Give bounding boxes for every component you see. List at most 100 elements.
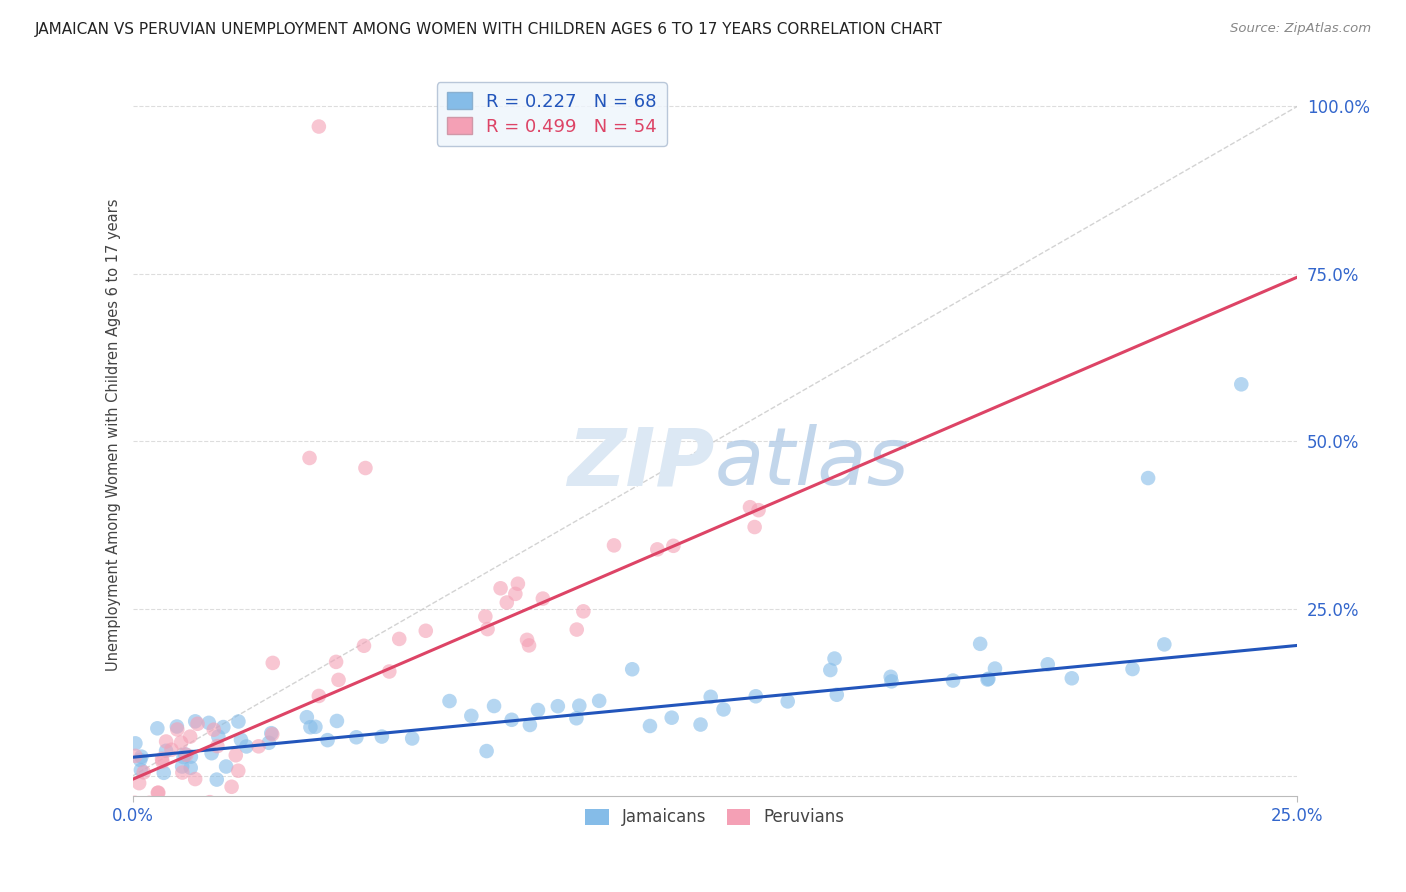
Point xyxy=(401,731,423,746)
Point xyxy=(180,749,202,764)
Point xyxy=(621,662,644,676)
Point xyxy=(572,604,595,618)
Point xyxy=(172,759,194,773)
Point xyxy=(1036,657,1059,672)
Point xyxy=(155,734,177,748)
Point xyxy=(150,752,173,766)
Point xyxy=(304,720,326,734)
Point xyxy=(1121,662,1143,676)
Point xyxy=(984,662,1007,676)
Point xyxy=(505,587,527,601)
Point xyxy=(201,746,224,760)
Point xyxy=(129,753,152,767)
Point xyxy=(489,582,512,596)
Point xyxy=(744,520,766,534)
Point xyxy=(1137,471,1160,485)
Point xyxy=(565,711,588,725)
Point xyxy=(371,730,394,744)
Point xyxy=(260,726,283,740)
Point xyxy=(747,503,769,517)
Point xyxy=(225,748,247,763)
Point xyxy=(129,763,152,777)
Point xyxy=(517,639,540,653)
Point xyxy=(603,538,626,552)
Point xyxy=(516,632,538,647)
Point xyxy=(184,714,207,729)
Point xyxy=(474,609,496,624)
Point xyxy=(186,716,208,731)
Point xyxy=(170,735,193,749)
Point xyxy=(1153,637,1175,651)
Point xyxy=(326,714,349,728)
Point xyxy=(207,739,229,753)
Text: JAMAICAN VS PERUVIAN UNEMPLOYMENT AMONG WOMEN WITH CHILDREN AGES 6 TO 17 YEARS C: JAMAICAN VS PERUVIAN UNEMPLOYMENT AMONG … xyxy=(35,22,943,37)
Point xyxy=(460,709,482,723)
Point xyxy=(820,663,842,677)
Point xyxy=(482,699,505,714)
Point xyxy=(477,622,499,636)
Point xyxy=(146,722,169,736)
Point xyxy=(235,739,257,754)
Point xyxy=(262,656,284,670)
Point xyxy=(713,702,735,716)
Point xyxy=(155,744,177,758)
Point xyxy=(207,730,229,744)
Point xyxy=(1060,671,1083,685)
Point xyxy=(202,723,225,737)
Point xyxy=(353,639,375,653)
Point xyxy=(527,703,550,717)
Point xyxy=(166,719,188,733)
Point xyxy=(198,715,221,730)
Point xyxy=(495,595,517,609)
Point xyxy=(547,699,569,714)
Point xyxy=(299,720,322,734)
Point xyxy=(661,711,683,725)
Point xyxy=(172,765,194,780)
Text: ZIP: ZIP xyxy=(568,425,714,502)
Point xyxy=(124,748,146,763)
Point xyxy=(316,733,339,747)
Point xyxy=(138,796,160,810)
Point xyxy=(588,694,610,708)
Point xyxy=(568,698,591,713)
Point xyxy=(295,710,318,724)
Point xyxy=(131,749,153,764)
Point xyxy=(325,655,347,669)
Point xyxy=(531,591,554,606)
Point xyxy=(776,694,799,708)
Point xyxy=(969,637,991,651)
Point xyxy=(638,719,661,733)
Point xyxy=(699,690,721,704)
Point xyxy=(146,786,169,800)
Point xyxy=(176,747,198,762)
Point xyxy=(824,651,846,665)
Point xyxy=(184,772,207,786)
Point xyxy=(128,776,150,790)
Point xyxy=(977,672,1000,686)
Point xyxy=(298,450,321,465)
Point xyxy=(308,120,330,134)
Point xyxy=(689,717,711,731)
Point xyxy=(180,761,202,775)
Point xyxy=(308,689,330,703)
Point xyxy=(173,750,195,764)
Point xyxy=(565,623,588,637)
Point xyxy=(229,732,252,747)
Point xyxy=(148,786,170,800)
Point xyxy=(262,727,284,741)
Point xyxy=(880,674,903,689)
Point xyxy=(174,747,197,762)
Point xyxy=(976,673,998,687)
Point xyxy=(228,714,250,729)
Point xyxy=(825,688,848,702)
Point xyxy=(215,759,238,773)
Point xyxy=(198,795,221,809)
Point xyxy=(179,730,201,744)
Point xyxy=(344,731,367,745)
Point xyxy=(257,736,280,750)
Point xyxy=(152,765,174,780)
Point xyxy=(439,694,461,708)
Point xyxy=(647,542,669,557)
Legend: Jamaicans, Peruvians: Jamaicans, Peruvians xyxy=(576,800,852,835)
Point xyxy=(738,500,761,515)
